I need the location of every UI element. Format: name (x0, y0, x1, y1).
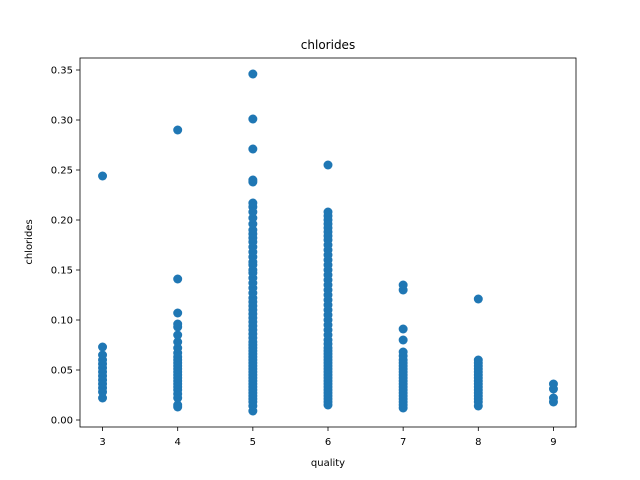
data-point (248, 144, 258, 154)
points-layer (98, 69, 558, 416)
data-point (398, 280, 408, 290)
data-point (173, 319, 183, 329)
data-point (173, 274, 183, 284)
data-point (98, 342, 108, 352)
x-axis-label: quality (311, 458, 345, 469)
data-point (323, 207, 333, 217)
x-tick-label: 3 (99, 437, 105, 448)
y-tick-label: 0.00 (51, 416, 73, 427)
x-tick-label: 8 (475, 437, 481, 448)
data-point (248, 69, 258, 79)
data-point (473, 355, 483, 365)
data-point (173, 400, 183, 410)
x-tick-label: 9 (550, 437, 556, 448)
data-point (173, 330, 183, 340)
data-point (398, 347, 408, 357)
data-point (173, 125, 183, 135)
data-point (98, 171, 108, 181)
x-tick-label: 5 (250, 437, 256, 448)
x-axis: 3 4 5 6 7 8 9 (99, 427, 557, 448)
data-point (548, 379, 558, 389)
x-tick-label: 6 (325, 437, 331, 448)
y-axis: 0.00 0.05 0.10 0.15 0.20 0.25 0.30 0.35 (51, 66, 80, 427)
y-tick-label: 0.25 (51, 166, 73, 177)
chart-title: chlorides (301, 38, 355, 52)
y-tick-label: 0.10 (51, 316, 73, 327)
data-point (173, 308, 183, 318)
data-point (398, 324, 408, 334)
data-point (473, 294, 483, 304)
data-point (398, 335, 408, 345)
data-point (248, 198, 258, 208)
y-tick-label: 0.05 (51, 366, 73, 377)
data-point (248, 114, 258, 124)
data-point (173, 337, 183, 347)
y-axis-label: chlorides (24, 219, 35, 264)
y-tick-label: 0.30 (51, 116, 73, 127)
x-tick-label: 4 (175, 437, 181, 448)
data-point (98, 350, 108, 360)
data-point (248, 175, 258, 185)
y-tick-label: 0.15 (51, 266, 73, 277)
data-point (548, 393, 558, 403)
data-point (323, 160, 333, 170)
y-tick-label: 0.35 (51, 66, 73, 77)
x-tick-label: 7 (400, 437, 406, 448)
y-tick-label: 0.20 (51, 216, 73, 227)
